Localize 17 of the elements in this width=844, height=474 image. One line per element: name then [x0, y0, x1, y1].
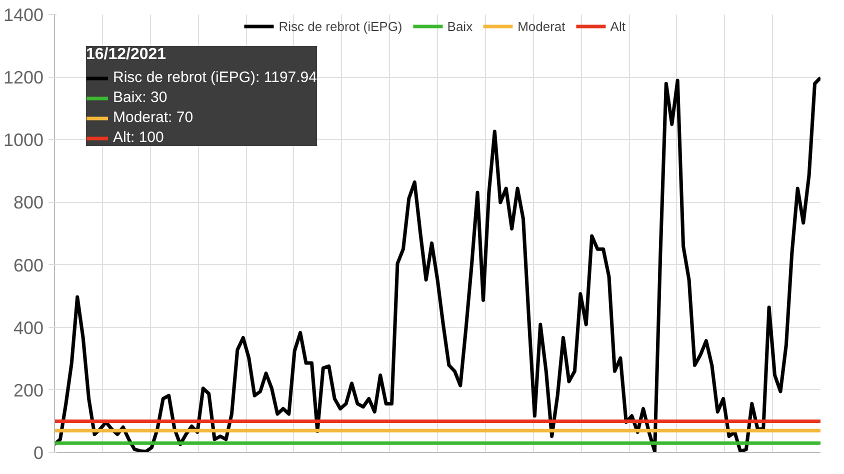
legend-label: Alt — [610, 18, 626, 34]
y-tick-label: 0 — [33, 443, 44, 463]
annotation: Risc de rebrot (iEPG): 1197.94 — [113, 69, 317, 86]
annotation: Baix: 30 — [113, 89, 168, 106]
y-tick-label: 1400 — [3, 5, 44, 25]
legend-label: Baix — [447, 18, 473, 34]
annotation: Moderat: 70 — [113, 109, 194, 126]
y-tick-label: 400 — [13, 318, 44, 338]
y-tick-label: 200 — [13, 380, 44, 400]
y-tick-label: 600 — [13, 255, 44, 276]
annotation: 16/12/2021 — [86, 46, 168, 64]
y-tick-label: 800 — [13, 192, 44, 213]
annotation: Alt: 100 — [113, 129, 164, 146]
y-tick-label: 1200 — [3, 68, 44, 88]
legend-label: Moderat — [518, 18, 566, 34]
legend-label: Risc de rebrot (iEPG) — [278, 18, 402, 34]
y-tick-label: 1000 — [3, 130, 44, 150]
